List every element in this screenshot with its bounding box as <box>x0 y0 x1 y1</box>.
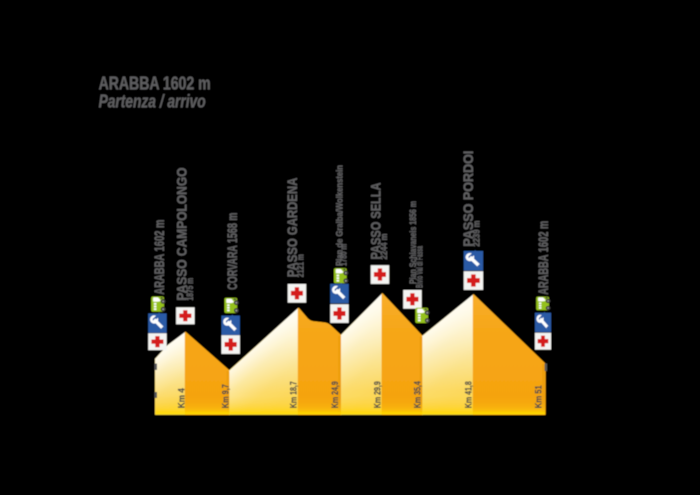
svg-text:Bivio Val di Fassa: Bivio Val di Fassa <box>415 246 426 288</box>
svg-text:1780 m: 1780 m <box>338 244 349 266</box>
svg-text:PASSO PORDOI: PASSO PORDOI <box>460 151 476 247</box>
svg-text:ARABBA 1602 m: ARABBA 1602 m <box>535 221 551 295</box>
svg-text:1875 m: 1875 m <box>185 278 195 301</box>
svg-text:Km 4: Km 4 <box>176 388 186 408</box>
svg-text:Km 18,7: Km 18,7 <box>289 381 299 408</box>
svg-text:Km 35,4: Km 35,4 <box>412 381 422 408</box>
svg-text:PASSO GARDENA: PASSO GARDENA <box>284 178 300 278</box>
svg-text:2244 m: 2244 m <box>379 234 389 260</box>
svg-text:Km 41,8: Km 41,8 <box>463 381 473 408</box>
svg-text:Plan de Gralba/Wolkenstein: Plan de Gralba/Wolkenstein <box>334 165 345 266</box>
svg-text:ARABBA 1602 m: ARABBA 1602 m <box>151 220 167 295</box>
svg-text:CORVARA 1568 m: CORVARA 1568 m <box>224 213 240 290</box>
svg-text:PASSO CAMPOLONGO: PASSO CAMPOLONGO <box>173 167 189 300</box>
svg-text:Km 24,9: Km 24,9 <box>330 381 340 408</box>
svg-text:Km 51: Km 51 <box>534 385 544 408</box>
svg-text:Km 9,7: Km 9,7 <box>220 384 230 408</box>
svg-text:Km 29,9: Km 29,9 <box>372 381 382 408</box>
svg-text:Partenza / arrivo: Partenza / arrivo <box>99 92 206 112</box>
svg-text:Pian Schiavaneis 1856 m: Pian Schiavaneis 1856 m <box>408 201 419 284</box>
svg-text:PASSO SELLA: PASSO SELLA <box>368 183 384 260</box>
svg-text:2239 m: 2239 m <box>472 221 482 247</box>
svg-text:ARABBA 1602 m: ARABBA 1602 m <box>99 73 211 93</box>
svg-text:2121 m: 2121 m <box>296 254 306 277</box>
